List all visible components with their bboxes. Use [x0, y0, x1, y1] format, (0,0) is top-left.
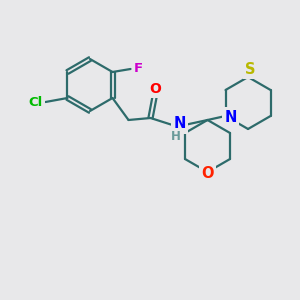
- Text: S: S: [245, 61, 255, 76]
- Text: N: N: [173, 116, 186, 131]
- Text: N: N: [224, 110, 237, 124]
- Text: Cl: Cl: [28, 95, 43, 109]
- Text: H: H: [171, 130, 181, 143]
- Text: F: F: [134, 62, 143, 76]
- Text: O: O: [150, 82, 161, 96]
- Text: O: O: [201, 166, 214, 181]
